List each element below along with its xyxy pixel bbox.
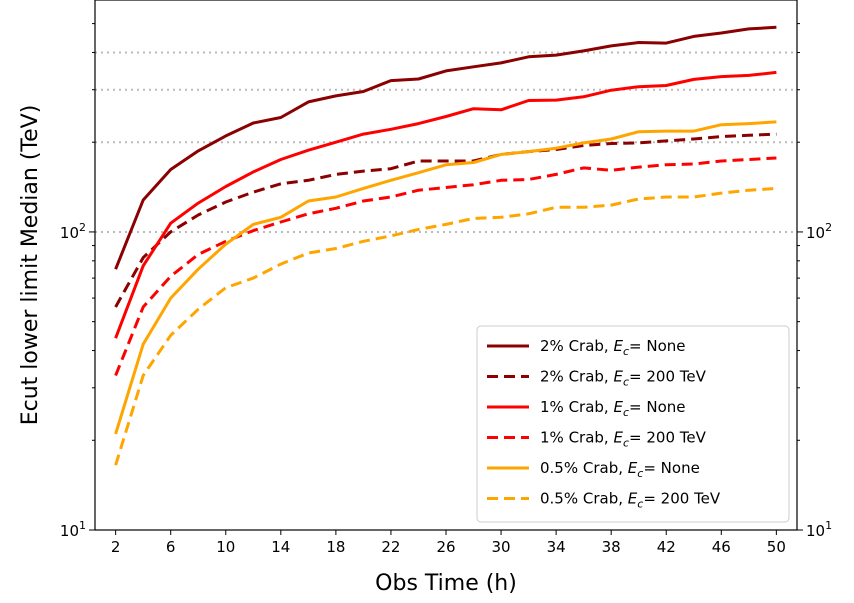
x-tick-label: 18 [326,538,345,556]
x-tick-label: 2 [111,538,121,556]
y-tick-label: 102 [60,221,86,242]
series-line-4 [114,156,777,377]
series-line-1 [114,25,777,270]
legend-label: 2% Crab, Ec= 200 TeV [540,368,707,389]
x-tick-label: 42 [657,538,676,556]
legend-label: 1% Crab, Ec= 200 TeV [540,429,707,450]
series-line-6 [114,186,777,466]
x-axis-label: Obs Time (h) [375,571,517,596]
x-tick-label: 26 [436,538,455,556]
legend-label: 1% Crab, Ec= None [540,398,686,419]
x-tick-label: 10 [216,538,235,556]
y-axis: 101 102 [60,23,95,540]
x-tick-label: 22 [381,538,400,556]
x-tick-label: 46 [712,538,731,556]
series-layer [114,25,777,466]
legend: 2% Crab, Ec= None 2% Crab, Ec= 200 TeV 1% … [476,325,790,523]
right-y-tick-label: 101 [806,519,832,540]
x-tick-label: 14 [271,538,290,556]
legend-label: 2% Crab, Ec= None [540,337,686,358]
right-y-tick-label: 102 [806,221,832,242]
series-line-5 [114,120,777,435]
x-axis: 2 6 10 14 18 22 26 30 34 38 42 46 50 [111,530,786,556]
y-tick-label: 101 [60,519,86,540]
legend-label: 0.5% Crab, Ec= None [540,459,700,480]
legend-box [476,325,790,523]
x-tick-label: 34 [547,538,566,556]
x-tick-label: 50 [767,538,786,556]
x-tick-label: 38 [602,538,621,556]
series-line-3 [114,70,777,339]
x-tick-label: 30 [492,538,511,556]
right-y-axis: 101 102 [797,23,832,540]
x-tick-label: 6 [166,538,176,556]
y-axis-label: Ecut lower limit Median (TeV) [18,105,43,426]
legend-label: 0.5% Crab, Ec= 200 TeV [540,490,721,511]
series-line-2 [114,132,777,308]
